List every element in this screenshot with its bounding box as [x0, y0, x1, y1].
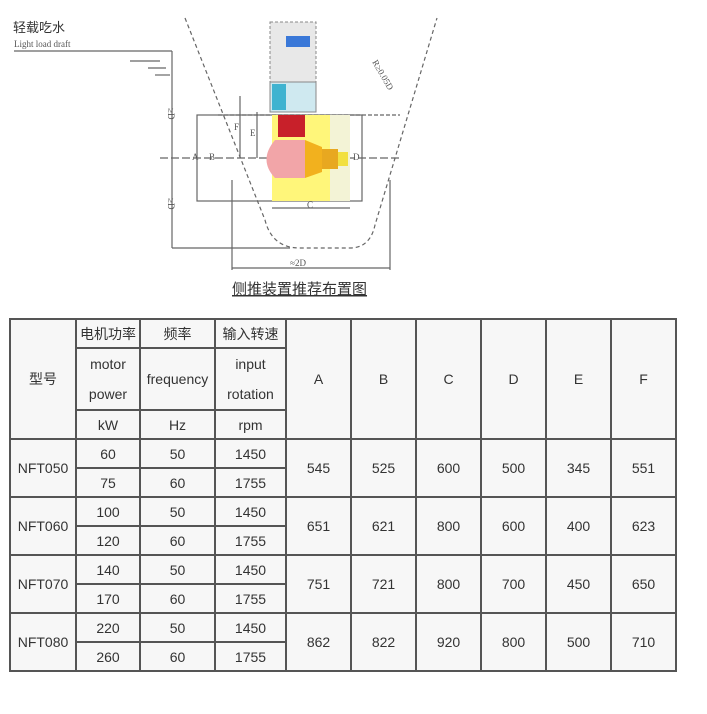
dim-c-cell: 800 — [415, 554, 482, 614]
header-a: A — [285, 318, 352, 440]
dim-f-cell: 650 — [610, 554, 677, 614]
dim-a-label: A — [192, 152, 199, 162]
dim-c-cell: 800 — [415, 496, 482, 556]
dim-e-cell: 450 — [545, 554, 612, 614]
header-speed-en: input rotation — [214, 347, 287, 411]
dim-e-cell: 345 — [545, 438, 612, 498]
dim-f-label: F — [234, 122, 239, 132]
header-power-en: motor power — [75, 347, 141, 411]
dim-c-label: C — [307, 200, 313, 210]
thruster-layout-diagram: 轻载吃水 Light load draft ≥D ≥D R≥0.05D ≈2D … — [13, 17, 438, 298]
radius-label: R≥0.05D — [370, 58, 396, 92]
table-row: 120 60 1755 — [10, 525, 676, 556]
header-freq-cn: 频率 — [139, 318, 216, 349]
dim-d-label: D — [353, 152, 360, 162]
header-e: E — [545, 318, 612, 440]
frequency-cell: 60 — [139, 583, 216, 614]
dim-c-cell: 600 — [415, 438, 482, 498]
dim-a-cell: 751 — [285, 554, 352, 614]
table-row: 75 60 1755 — [10, 467, 676, 498]
header-power-unit: kW — [75, 409, 141, 440]
frequency-cell: 60 — [139, 641, 216, 672]
frequency-cell: 60 — [139, 467, 216, 498]
dim-e-cell: 400 — [545, 496, 612, 556]
header-f: F — [610, 318, 677, 440]
width-label: ≈2D — [290, 258, 306, 268]
power-cell: 140 — [75, 554, 141, 585]
power-cell: 170 — [75, 583, 141, 614]
power-cell: 75 — [75, 467, 141, 498]
header-b: B — [350, 318, 417, 440]
power-cell: 100 — [75, 496, 141, 527]
dim-d-cell: 800 — [480, 612, 547, 672]
diagram-caption: 侧推装置推荐布置图 — [232, 281, 367, 298]
dim-b-cell: 822 — [350, 612, 417, 672]
specs-table: 型号 电机功率 频率 输入转速 A B C D E F motor power f… — [9, 318, 677, 672]
model-cell: NFT080 — [9, 612, 77, 672]
draft-en: Light load draft — [14, 39, 71, 49]
dim-f-cell: 551 — [610, 438, 677, 498]
frequency-cell: 50 — [139, 496, 216, 527]
table-row: NFT080 220 50 1450 862 822 920 800 500 710 — [9, 612, 677, 672]
speed-cell: 1755 — [214, 525, 287, 556]
dim-b-cell: 621 — [350, 496, 417, 556]
speed-en-1: input — [235, 356, 266, 372]
header-model: 型号 — [9, 318, 77, 440]
power-cell: 220 — [75, 612, 141, 643]
header-d: D — [480, 318, 547, 440]
speed-cell: 1755 — [214, 583, 287, 614]
speed-cell: 1755 — [214, 467, 287, 498]
model-cell: NFT060 — [9, 496, 77, 556]
dim-a-cell: 545 — [285, 438, 352, 498]
gearbox — [278, 115, 305, 137]
hub — [322, 149, 338, 169]
model-cell: NFT050 — [9, 438, 77, 498]
table-row: 170 60 1755 — [10, 583, 676, 614]
dim-f-cell: 710 — [610, 612, 677, 672]
power-en-2: power — [88, 386, 128, 402]
dim-b-cell: 721 — [350, 554, 417, 614]
power-cell: 260 — [75, 641, 141, 672]
dim-d-cell: 500 — [480, 438, 547, 498]
dim-a-cell: 651 — [285, 496, 352, 556]
motor — [286, 36, 310, 47]
dim-b-label: B — [209, 152, 215, 162]
dim-a-cell: 862 — [285, 612, 352, 672]
header-freq-en: frequency — [139, 347, 216, 411]
table-row: NFT050 60 50 1450 545 525 600 500 345 551 — [9, 438, 677, 498]
speed-cell: 1450 — [214, 554, 287, 585]
dim-e-cell: 500 — [545, 612, 612, 672]
table-row: NFT060 100 50 1450 651 621 800 600 400 623 — [9, 496, 677, 556]
dim-d-cell: 700 — [480, 554, 547, 614]
header-power-cn: 电机功率 — [75, 318, 141, 349]
model-cell: NFT070 — [9, 554, 77, 614]
frequency-cell: 50 — [139, 612, 216, 643]
min-depth-top-label: ≥D — [166, 108, 176, 120]
header-freq-unit: Hz — [139, 409, 216, 440]
frequency-cell: 60 — [139, 525, 216, 556]
table-row: NFT070 140 50 1450 751 721 800 700 450 650 — [9, 554, 677, 614]
speed-cell: 1450 — [214, 496, 287, 527]
speed-cell: 1755 — [214, 641, 287, 672]
dim-b-cell: 525 — [350, 438, 417, 498]
speed-en-2: rotation — [227, 386, 274, 402]
dim-f-cell: 623 — [610, 496, 677, 556]
power-en-1: motor — [90, 356, 126, 372]
table-row: 260 60 1755 — [10, 641, 676, 672]
frequency-cell: 50 — [139, 554, 216, 585]
header-speed-unit: rpm — [214, 409, 287, 440]
power-cell: 60 — [75, 438, 141, 469]
header-c: C — [415, 318, 482, 440]
dim-e-label: E — [250, 128, 256, 138]
draft-cn: 轻载吃水 — [13, 20, 65, 35]
speed-cell: 1450 — [214, 612, 287, 643]
power-cell: 120 — [75, 525, 141, 556]
header-speed-cn: 输入转速 — [214, 318, 287, 349]
dim-d-cell: 600 — [480, 496, 547, 556]
hull-outline — [184, 17, 438, 249]
frequency-cell: 50 — [139, 438, 216, 469]
dim-c-cell: 920 — [415, 612, 482, 672]
speed-cell: 1450 — [214, 438, 287, 469]
min-depth-bottom-label: ≥D — [166, 198, 176, 210]
